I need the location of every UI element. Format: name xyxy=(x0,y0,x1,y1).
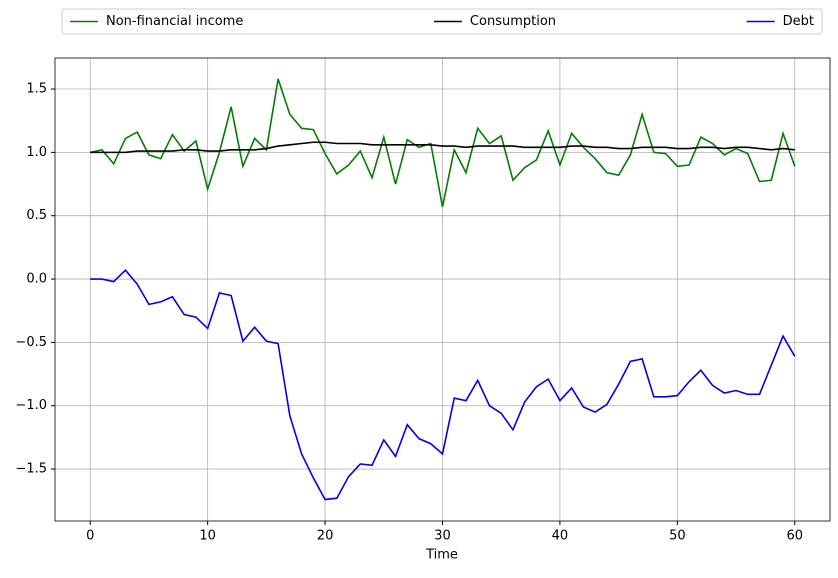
x-tick-label: 40 xyxy=(552,529,569,544)
x-tick-label: 10 xyxy=(199,529,216,544)
plot-frame xyxy=(54,57,831,522)
series-line xyxy=(90,269,796,501)
x-tick-label: 60 xyxy=(786,529,803,544)
x-axis-label: Time xyxy=(425,548,458,563)
x-tick-label: 0 xyxy=(86,529,94,544)
legend-label: Non-financial income xyxy=(106,14,243,29)
y-tick-label: −0.5 xyxy=(15,335,47,350)
legend-label: Debt xyxy=(783,14,814,29)
y-tick-label: −1.5 xyxy=(15,462,47,477)
y-tick-label: 1.0 xyxy=(26,145,47,160)
x-tick-label: 30 xyxy=(434,529,451,544)
y-tick-label: 0.0 xyxy=(26,272,47,287)
y-tick-label: 0.5 xyxy=(26,208,47,223)
series-line xyxy=(90,141,795,154)
y-tick-label: −1.0 xyxy=(15,398,47,413)
series-line xyxy=(90,78,796,208)
legend-label: Consumption xyxy=(470,14,556,29)
x-tick-label: 50 xyxy=(669,529,686,544)
y-tick-label: 1.5 xyxy=(26,82,47,97)
x-tick-label: 20 xyxy=(317,529,334,544)
